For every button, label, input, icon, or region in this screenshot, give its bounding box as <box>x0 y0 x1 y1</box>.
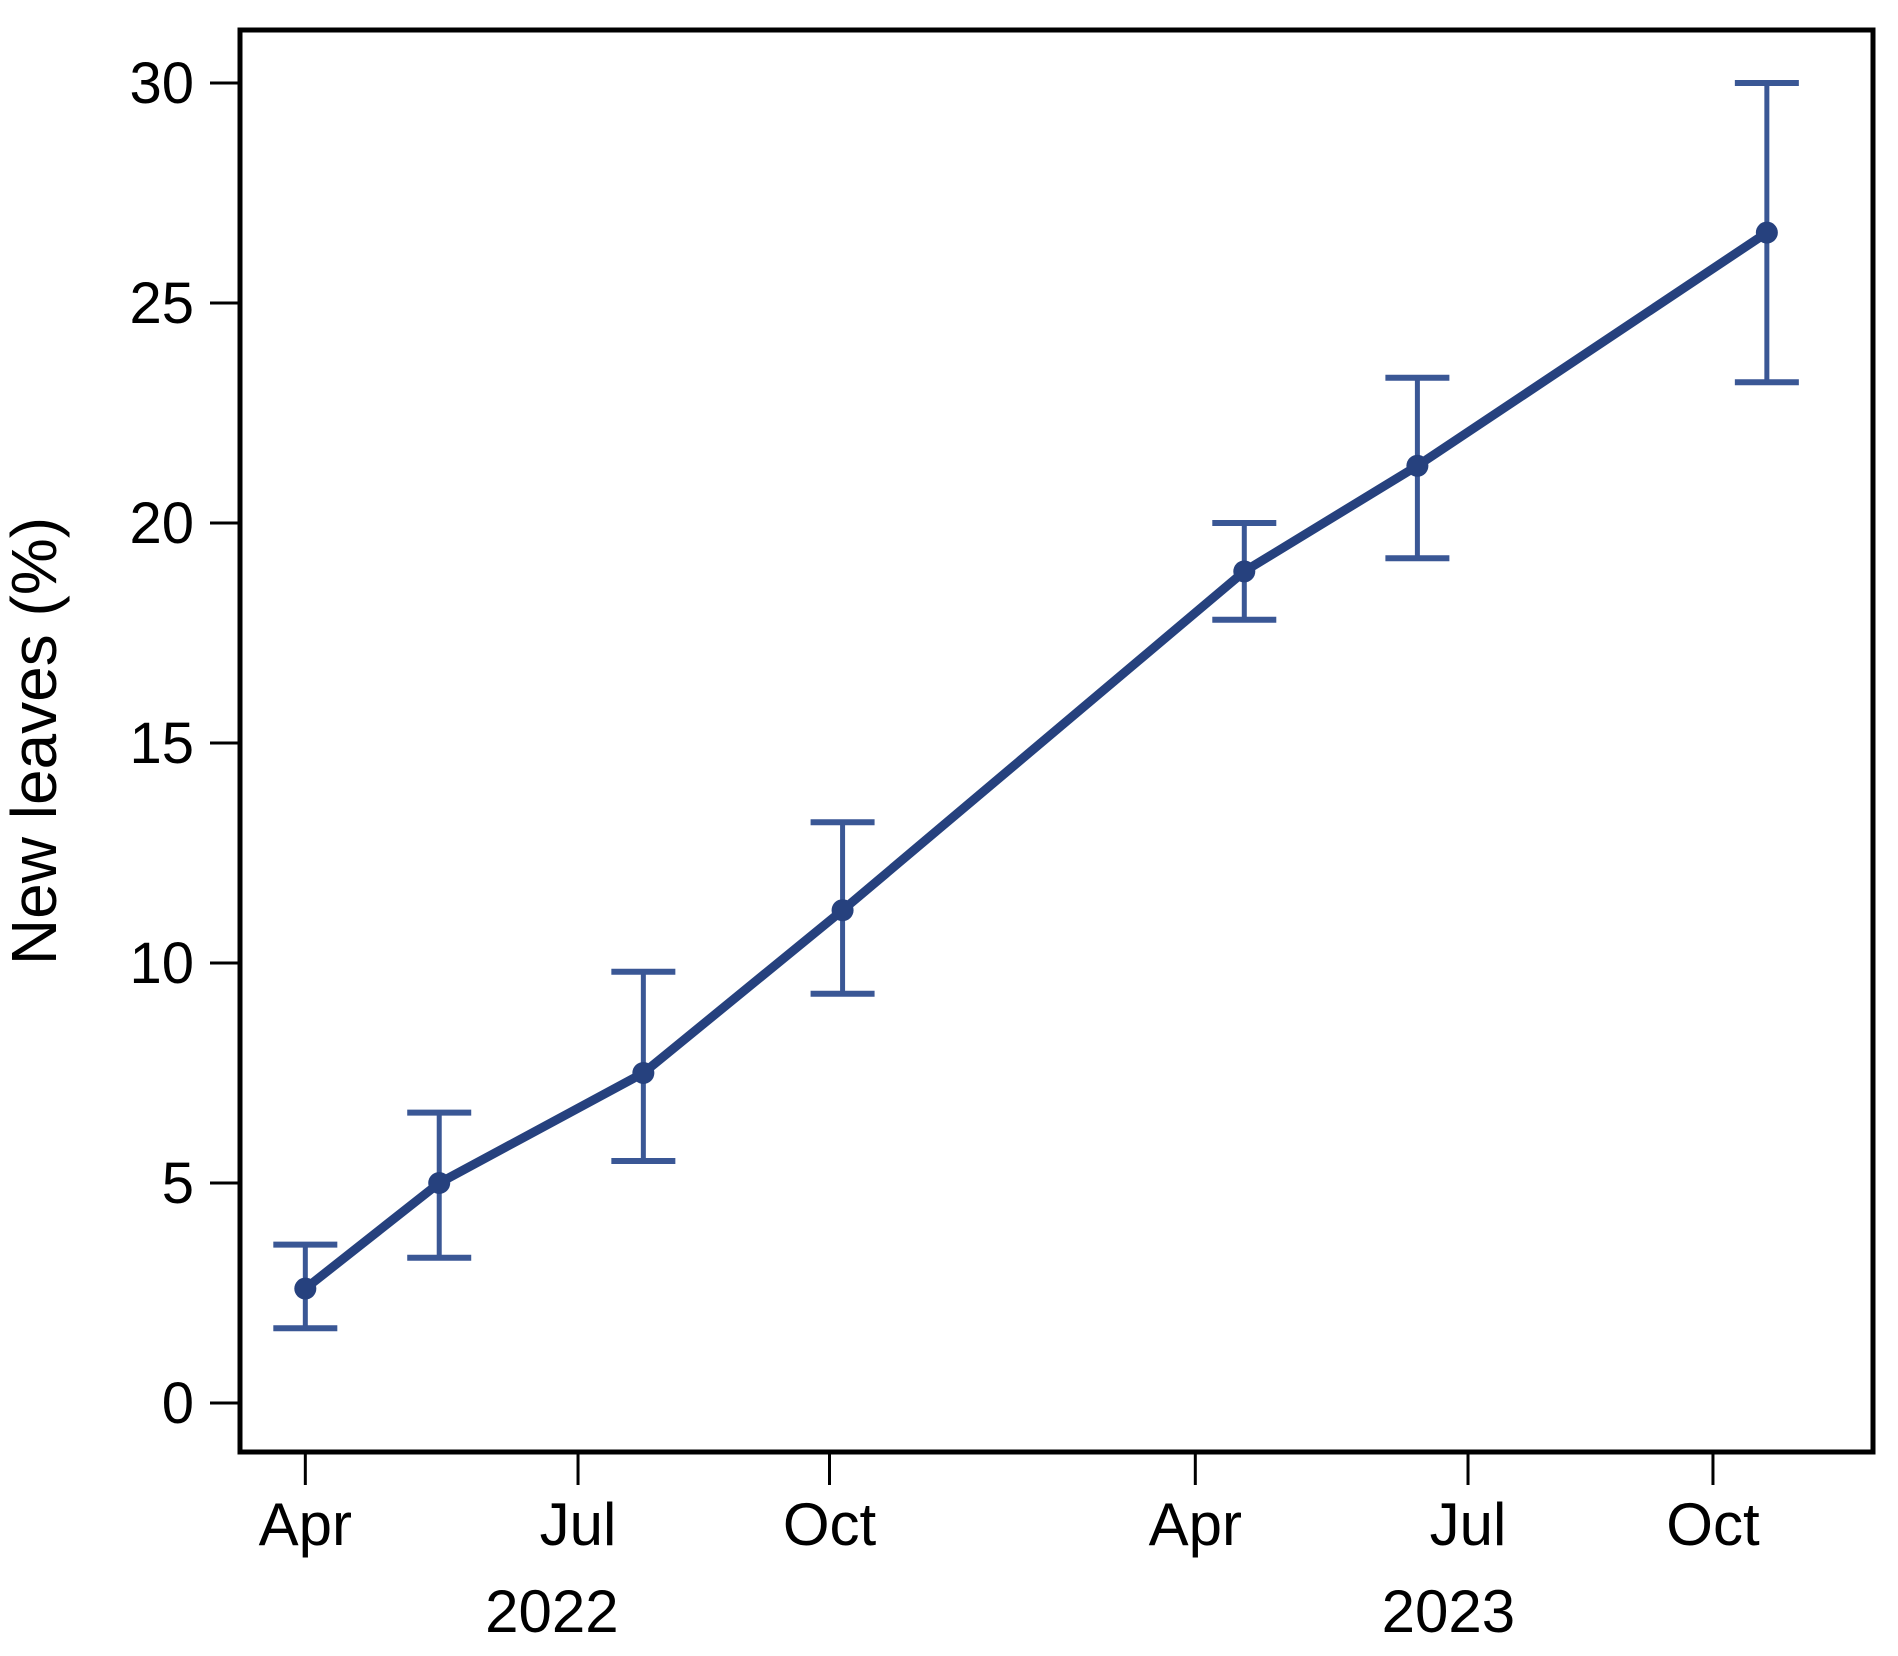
y-axis-title: New leaves (%) <box>0 517 70 965</box>
data-point-marker <box>632 1062 655 1084</box>
data-point-marker <box>294 1277 317 1300</box>
year-label: 2022 <box>485 1578 618 1645</box>
y-tick-label: 5 <box>162 1151 194 1216</box>
x-tick-label: Jul <box>1430 1491 1507 1558</box>
x-tick-label: Apr <box>259 1491 352 1558</box>
data-point-marker <box>1755 221 1778 244</box>
x-axis-year-labels: 2022 2023 <box>485 1578 1515 1645</box>
y-tick-label: 25 <box>129 271 194 336</box>
y-tick-label: 0 <box>162 1371 194 1436</box>
x-axis-ticks: Apr Jul Oct Apr Jul Oct <box>259 1452 1760 1558</box>
data-point-marker <box>1233 560 1256 583</box>
data-point-markers <box>294 221 1778 1300</box>
data-point-marker <box>831 899 854 922</box>
plot-border <box>237 27 1876 1455</box>
x-tick-label: Apr <box>1149 1491 1242 1558</box>
x-tick-label: Jul <box>540 1491 617 1558</box>
y-axis-ticks: 0 5 10 15 20 25 30 <box>129 51 240 1436</box>
y-tick-label: 20 <box>129 491 194 556</box>
data-point-marker <box>1406 454 1429 477</box>
x-tick-label: Oct <box>1666 1491 1760 1558</box>
y-tick-label: 15 <box>129 711 194 776</box>
x-tick-label: Oct <box>783 1491 877 1558</box>
year-label: 2023 <box>1382 1578 1515 1645</box>
data-point-marker <box>428 1172 451 1194</box>
y-tick-label: 10 <box>129 931 194 996</box>
y-tick-label: 30 <box>129 51 194 116</box>
